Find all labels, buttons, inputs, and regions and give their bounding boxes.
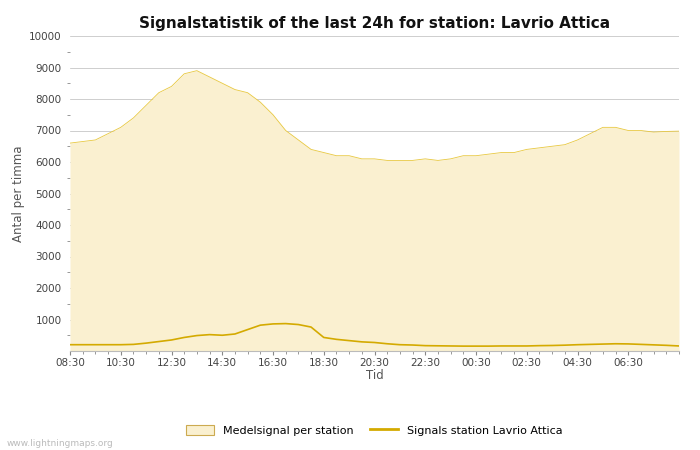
Legend: Medelsignal per station, Signals station Lavrio Attica: Medelsignal per station, Signals station… xyxy=(182,420,567,440)
Y-axis label: Antal per timma: Antal per timma xyxy=(12,145,25,242)
X-axis label: Tid: Tid xyxy=(365,369,384,382)
Text: www.lightningmaps.org: www.lightningmaps.org xyxy=(7,439,113,448)
Title: Signalstatistik of the last 24h for station: Lavrio Attica: Signalstatistik of the last 24h for stat… xyxy=(139,16,610,31)
